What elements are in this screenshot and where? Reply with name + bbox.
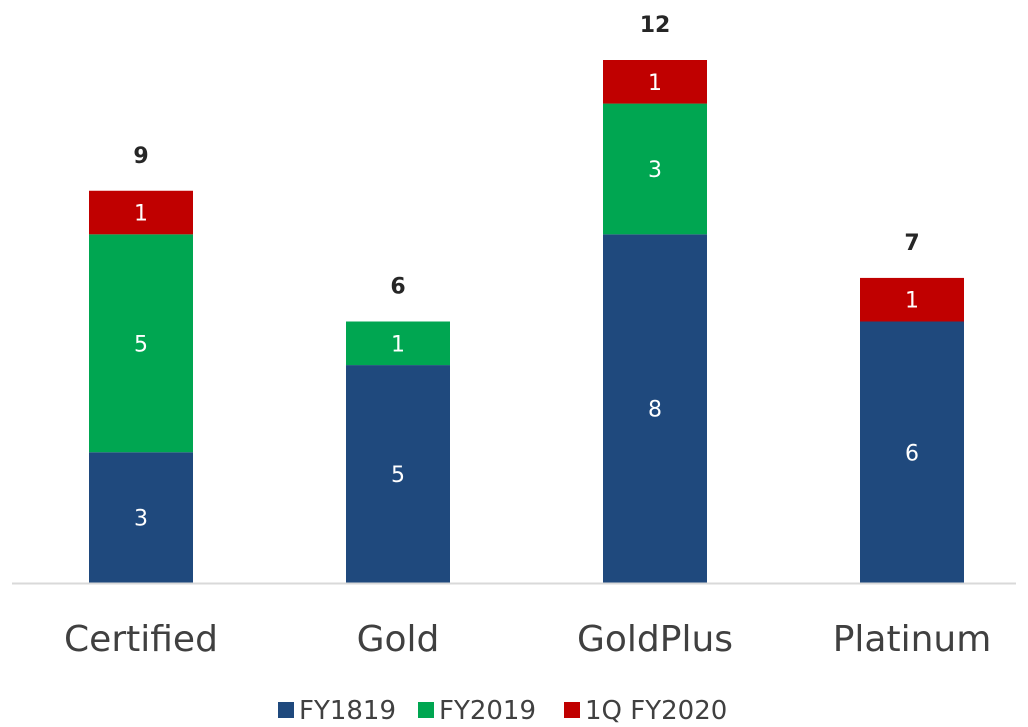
bar-segment [860,277,964,322]
segment-value-label: 1 [134,202,148,227]
total-value-label: 12 [640,13,671,38]
legend-swatch [278,702,294,718]
segment-value-label: 3 [134,507,148,532]
legend-label: 1Q FY2020 [585,696,727,726]
segment-value-label: 5 [134,332,148,357]
category-label: Gold [357,619,440,660]
legend-label: FY1819 [299,696,396,726]
bar-segment [603,234,707,584]
bars-group: 3 5 1 9 5 1 6 8 3 1 12 6 1 7 [89,13,964,584]
segment-value-label: 1 [648,71,662,96]
bar-segment [346,365,450,583]
category-labels: Certified Gold GoldPlus Platinum [64,619,991,660]
legend: FY1819 FY2019 1Q FY2020 [278,696,727,726]
total-value-label: 7 [904,231,919,256]
bar-segment [860,321,964,583]
category-label: Platinum [833,619,992,660]
segment-value-label: 8 [648,398,662,423]
bar-segment [89,190,193,235]
bar-segment [346,321,450,366]
total-value-label: 6 [390,275,405,300]
category-label: GoldPlus [577,619,733,660]
segment-value-label: 1 [905,289,919,314]
bar-segment [603,103,707,235]
segment-value-label: 1 [391,332,405,357]
bar-segment [89,234,193,453]
category-label: Certified [64,619,218,660]
segment-value-label: 5 [391,463,405,488]
legend-swatch [564,702,580,718]
segment-value-label: 3 [648,158,662,183]
segment-value-label: 6 [905,441,919,466]
bar-segment [89,452,193,583]
bar-segment [603,60,707,104]
legend-label: FY2019 [439,696,536,726]
total-value-label: 9 [133,144,148,169]
legend-swatch [418,702,434,718]
